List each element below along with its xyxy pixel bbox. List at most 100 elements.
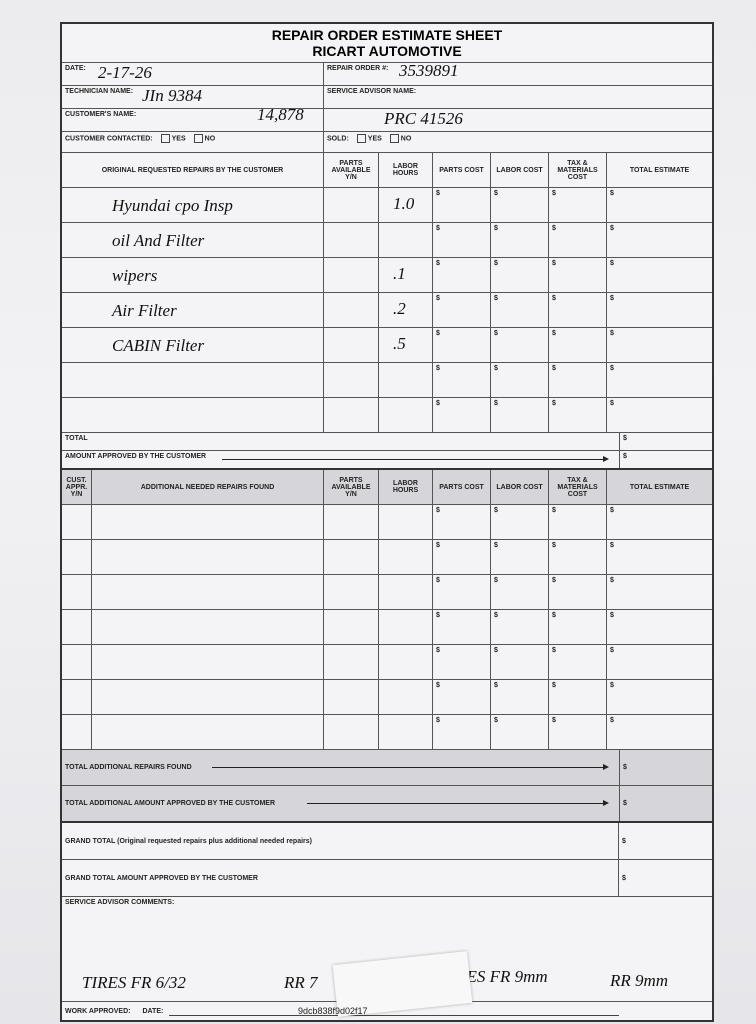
parts-available[interactable] bbox=[324, 258, 379, 292]
labor-hours[interactable] bbox=[379, 223, 433, 257]
entry-cell[interactable] bbox=[324, 610, 379, 644]
entry-cell[interactable] bbox=[62, 645, 92, 679]
contacted-no-checkbox[interactable] bbox=[193, 134, 203, 143]
entry-cell[interactable] bbox=[92, 610, 324, 644]
cost-cell[interactable]: $ bbox=[433, 715, 491, 749]
entry-cell[interactable] bbox=[379, 610, 433, 644]
cost-cell[interactable]: $ bbox=[433, 505, 491, 539]
cost-cell[interactable]: $ bbox=[549, 610, 607, 644]
cost-cell[interactable]: $ bbox=[610, 682, 614, 689]
cost-cell[interactable]: $ bbox=[491, 223, 549, 257]
parts-available[interactable] bbox=[324, 188, 379, 222]
cost-cell[interactable]: $ bbox=[491, 363, 549, 397]
labor-hours[interactable] bbox=[379, 363, 433, 397]
cost-cell[interactable]: $ bbox=[433, 610, 491, 644]
cost-cell[interactable]: $ bbox=[549, 645, 607, 679]
entry-cell[interactable] bbox=[379, 505, 433, 539]
entry-cell[interactable] bbox=[92, 715, 324, 749]
cost-cell[interactable]: $ bbox=[610, 647, 614, 654]
cost-cell[interactable]: $ bbox=[491, 540, 549, 574]
cost-cell[interactable]: $ bbox=[549, 223, 607, 257]
cost-cell[interactable]: $ bbox=[491, 575, 549, 609]
repair-description[interactable]: Air Filter bbox=[62, 293, 324, 327]
cost-cell[interactable]: $ bbox=[549, 505, 607, 539]
cost-cell[interactable]: $ bbox=[433, 363, 491, 397]
cost-cell[interactable]: $ bbox=[610, 542, 614, 549]
entry-cell[interactable] bbox=[92, 575, 324, 609]
cost-cell[interactable]: $ bbox=[491, 258, 549, 292]
entry-cell[interactable] bbox=[324, 715, 379, 749]
cost-cell[interactable]: $ bbox=[491, 680, 549, 714]
cost-cell[interactable]: $ bbox=[610, 400, 614, 407]
cost-cell[interactable]: $ bbox=[433, 188, 491, 222]
repair-description[interactable]: Hyundai cpo Insp bbox=[62, 188, 324, 222]
cost-cell[interactable]: $ bbox=[549, 328, 607, 362]
entry-cell[interactable] bbox=[379, 680, 433, 714]
cost-cell[interactable]: $ bbox=[549, 258, 607, 292]
cost-cell[interactable]: $ bbox=[433, 258, 491, 292]
parts-available[interactable] bbox=[324, 223, 379, 257]
cost-cell[interactable]: $ bbox=[610, 260, 614, 267]
cost-cell[interactable]: $ bbox=[433, 575, 491, 609]
parts-available[interactable] bbox=[324, 328, 379, 362]
entry-cell[interactable] bbox=[379, 645, 433, 679]
cost-cell[interactable]: $ bbox=[491, 188, 549, 222]
repair-description[interactable] bbox=[62, 398, 324, 432]
cost-cell[interactable]: $ bbox=[610, 577, 614, 584]
cost-cell[interactable]: $ bbox=[610, 225, 614, 232]
cost-cell[interactable]: $ bbox=[549, 540, 607, 574]
entry-cell[interactable] bbox=[379, 540, 433, 574]
cost-cell[interactable]: $ bbox=[491, 505, 549, 539]
labor-hours[interactable]: .1 bbox=[379, 258, 433, 292]
cost-cell[interactable]: $ bbox=[433, 328, 491, 362]
entry-cell[interactable] bbox=[92, 540, 324, 574]
repair-description[interactable] bbox=[62, 363, 324, 397]
repair-description[interactable]: CABIN Filter bbox=[62, 328, 324, 362]
cost-cell[interactable]: $ bbox=[610, 295, 614, 302]
sold-no-checkbox[interactable] bbox=[389, 134, 399, 143]
entry-cell[interactable] bbox=[92, 645, 324, 679]
entry-cell[interactable] bbox=[324, 505, 379, 539]
contacted-yes-checkbox[interactable] bbox=[160, 134, 170, 143]
entry-cell[interactable] bbox=[379, 575, 433, 609]
cost-cell[interactable]: $ bbox=[491, 328, 549, 362]
sold-yes-checkbox[interactable] bbox=[356, 134, 366, 143]
entry-cell[interactable] bbox=[62, 505, 92, 539]
cost-cell[interactable]: $ bbox=[610, 330, 614, 337]
cost-cell[interactable]: $ bbox=[610, 717, 614, 724]
cost-cell[interactable]: $ bbox=[433, 293, 491, 327]
cost-cell[interactable]: $ bbox=[433, 223, 491, 257]
cost-cell[interactable]: $ bbox=[433, 540, 491, 574]
labor-hours[interactable]: 1.0 bbox=[379, 188, 433, 222]
entry-cell[interactable] bbox=[92, 505, 324, 539]
entry-cell[interactable] bbox=[379, 715, 433, 749]
cost-cell[interactable]: $ bbox=[491, 645, 549, 679]
cost-cell[interactable]: $ bbox=[433, 645, 491, 679]
entry-cell[interactable] bbox=[324, 645, 379, 679]
entry-cell[interactable] bbox=[92, 680, 324, 714]
cost-cell[interactable]: $ bbox=[610, 612, 614, 619]
repair-description[interactable]: wipers bbox=[62, 258, 324, 292]
cost-cell[interactable]: $ bbox=[491, 398, 549, 432]
parts-available[interactable] bbox=[324, 398, 379, 432]
cost-cell[interactable]: $ bbox=[549, 398, 607, 432]
labor-hours[interactable]: .2 bbox=[379, 293, 433, 327]
labor-hours[interactable] bbox=[379, 398, 433, 432]
cost-cell[interactable]: $ bbox=[549, 293, 607, 327]
repair-description[interactable]: oil And Filter bbox=[62, 223, 324, 257]
entry-cell[interactable] bbox=[324, 680, 379, 714]
parts-available[interactable] bbox=[324, 293, 379, 327]
date-signature-line[interactable] bbox=[169, 1007, 620, 1016]
cost-cell[interactable]: $ bbox=[549, 715, 607, 749]
cost-cell[interactable]: $ bbox=[433, 680, 491, 714]
cost-cell[interactable]: $ bbox=[549, 188, 607, 222]
cost-cell[interactable]: $ bbox=[549, 363, 607, 397]
entry-cell[interactable] bbox=[62, 715, 92, 749]
cost-cell[interactable]: $ bbox=[549, 575, 607, 609]
parts-available[interactable] bbox=[324, 363, 379, 397]
cost-cell[interactable]: $ bbox=[610, 190, 614, 197]
cost-cell[interactable]: $ bbox=[491, 610, 549, 644]
cost-cell[interactable]: $ bbox=[610, 365, 614, 372]
cost-cell[interactable]: $ bbox=[549, 680, 607, 714]
entry-cell[interactable] bbox=[324, 575, 379, 609]
